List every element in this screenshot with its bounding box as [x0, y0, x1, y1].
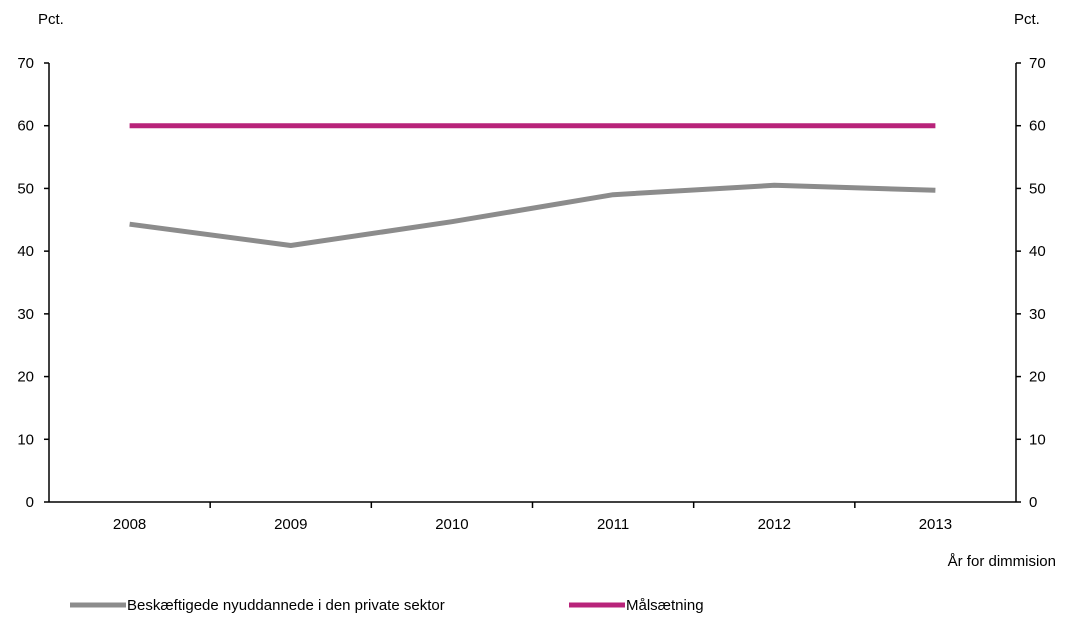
y-tick-label-right: 70 — [1029, 55, 1046, 72]
y-tick-label-left: 20 — [17, 369, 34, 386]
y-tick-label-left: 10 — [17, 431, 34, 448]
x-tick-label: 2010 — [435, 516, 468, 533]
y-tick-label-right: 20 — [1029, 369, 1046, 386]
legend-item: Målsætning — [569, 597, 704, 614]
y-axis-label-right: Pct. — [1014, 11, 1040, 28]
x-axis-label: År for dimmision — [948, 553, 1056, 570]
y-tick-label-right: 50 — [1029, 180, 1046, 197]
y-tick-label-left: 50 — [17, 180, 34, 197]
x-tick-label: 2008 — [113, 516, 146, 533]
y-tick-label-left: 40 — [17, 243, 34, 260]
y-tick-label-right: 30 — [1029, 306, 1046, 323]
series-line-1 — [129, 182, 936, 248]
y-axis-label-left: Pct. — [38, 11, 64, 28]
axes: 0 0 10 10 20 20 30 30 40 40 50 50 60 60 70 70 2008 2009 20… — [17, 55, 1045, 533]
y-tick-label-left: 0 — [26, 494, 34, 511]
legend-label: Beskæftigede nyuddannede i den private s… — [127, 597, 445, 614]
y-tick-label-right: 10 — [1029, 431, 1046, 448]
y-tick-label-right: 0 — [1029, 494, 1037, 511]
y-tick-label-left: 70 — [17, 55, 34, 72]
y-tick-label-right: 60 — [1029, 118, 1046, 135]
legend-label: Målsætning — [626, 597, 704, 614]
x-tick-label: 2013 — [919, 516, 952, 533]
y-tick-label-left: 60 — [17, 118, 34, 135]
x-tick-label: 2011 — [597, 516, 629, 533]
y-tick-label-right: 40 — [1029, 243, 1046, 260]
legend-item: Beskæftigede nyuddannede i den private s… — [70, 597, 445, 614]
x-tick-label: 2012 — [758, 516, 791, 533]
series-layer — [129, 123, 936, 248]
legend: Beskæftigede nyuddannede i den private s… — [70, 597, 704, 614]
x-tick-label: 2009 — [274, 516, 307, 533]
y-tick-label-left: 30 — [17, 306, 34, 323]
